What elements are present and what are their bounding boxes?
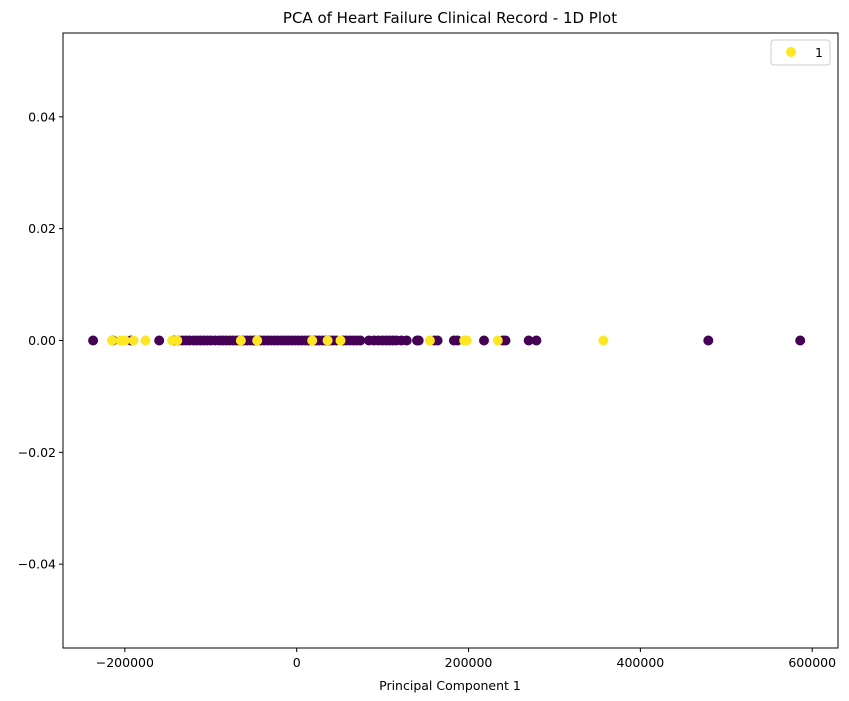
x-tick-label: 400000 <box>617 655 665 670</box>
x-tick-label: 0 <box>293 655 301 670</box>
data-point-class-1 <box>424 335 435 346</box>
data-point-class-1 <box>107 335 117 346</box>
data-point-class-1 <box>492 335 503 346</box>
data-point-class-0 <box>413 335 424 346</box>
data-point-class-0 <box>500 335 511 346</box>
data-point-class-1 <box>461 335 472 346</box>
data-point-class-0 <box>703 335 714 346</box>
x-axis-ticks: −200000 0 200000 400000 600000 <box>96 648 836 670</box>
legend-marker <box>786 47 796 57</box>
x-tick-label: −200000 <box>96 655 154 670</box>
data-point-class-0 <box>355 335 366 346</box>
data-point-class-0 <box>479 335 489 346</box>
legend-box <box>770 39 831 66</box>
legend-label: 1 <box>815 45 823 60</box>
data-point-class-0 <box>401 335 412 346</box>
data-point-class-1 <box>172 335 183 346</box>
y-tick-label: 0.04 <box>28 109 56 124</box>
x-axis-label: Principal Component 1 <box>379 678 521 693</box>
data-point-class-1 <box>140 335 151 346</box>
data-point-class-0 <box>531 335 542 346</box>
data-point-class-1 <box>322 335 333 346</box>
data-point-class-1 <box>307 335 318 346</box>
y-axis-ticks: −0.04 −0.02 0.00 0.02 0.04 <box>18 109 63 572</box>
data-point-class-0 <box>795 335 806 346</box>
data-point-class-1 <box>119 335 130 346</box>
data-point-class-1 <box>598 335 609 346</box>
y-tick-label: −0.02 <box>18 445 56 460</box>
data-point-class-0 <box>432 335 443 346</box>
chart-title: PCA of Heart Failure Clinical Record - 1… <box>283 9 617 27</box>
x-tick-label: 200000 <box>445 655 493 670</box>
data-point-class-1 <box>235 335 246 346</box>
data-point-class-0 <box>88 335 99 346</box>
data-point-class-1 <box>335 335 346 346</box>
y-tick-label: −0.04 <box>18 557 56 572</box>
legend: 1 <box>770 39 831 66</box>
y-tick-label: 0.00 <box>28 333 56 348</box>
data-point-class-1 <box>128 335 139 346</box>
data-point-class-0 <box>154 335 165 346</box>
data-point-class-0 <box>523 335 534 346</box>
data-points <box>88 335 806 346</box>
data-point-class-1 <box>252 335 263 346</box>
x-tick-label: 600000 <box>788 655 836 670</box>
y-tick-label: 0.02 <box>28 221 56 236</box>
